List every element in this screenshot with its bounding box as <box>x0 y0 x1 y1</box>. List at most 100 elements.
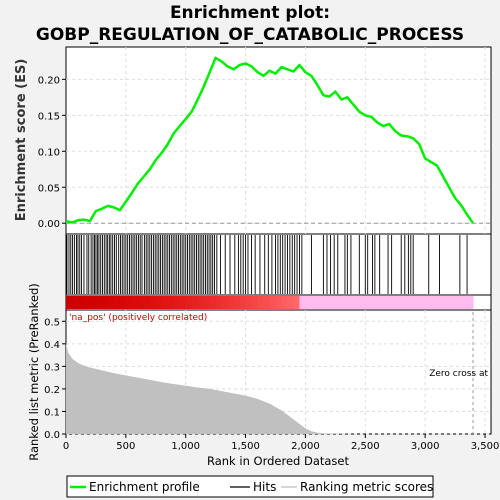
rank-band-segment <box>251 296 259 309</box>
rank-band-segment <box>431 296 438 309</box>
rank-band-segment <box>287 296 294 309</box>
rank-band-segment <box>257 296 265 309</box>
metric-tick-label: 0.3 <box>44 362 60 373</box>
rank-band-segment <box>185 296 193 309</box>
rank-band-segment <box>167 296 175 309</box>
rank-band-segment <box>323 296 330 309</box>
rank-band-segment <box>113 296 121 309</box>
rank-band-segment <box>419 296 426 309</box>
chart-title-line2: GOBP_REGULATION_OF_CATABOLIC_PROCESS <box>36 25 464 45</box>
rank-band-segment <box>365 296 372 309</box>
rank-band-segment <box>263 296 271 309</box>
rank-band-segment <box>71 296 79 309</box>
rank-band-segment <box>407 296 414 309</box>
rank-band-segment <box>233 296 241 309</box>
x-tick-label: 2,000 <box>291 441 320 452</box>
rank-band-segment <box>371 296 378 309</box>
metric-tick-label: 0.0 <box>44 430 60 441</box>
metric-tick-label: 0.1 <box>44 407 60 418</box>
rank-band-segment <box>95 296 103 309</box>
rank-band-segment <box>149 296 157 309</box>
x-tick-label: 0 <box>63 441 69 452</box>
rank-band-segment <box>137 296 145 309</box>
rank-band-segment <box>383 296 390 309</box>
rank-band-segment <box>269 296 277 309</box>
rank-band-segment <box>359 296 366 309</box>
rank-band-segment <box>347 296 354 309</box>
es-axis-ticks: 0.00 0.05 0.10 0.15 0.20 <box>38 75 66 230</box>
rank-band-segment <box>467 296 474 309</box>
rank-band-segment <box>227 296 235 309</box>
rank-band-segment <box>299 296 306 309</box>
rank-band-segment <box>413 296 420 309</box>
rank-band-segment <box>107 296 115 309</box>
positive-correlation-label: 'na_pos' (positively correlated) <box>69 313 207 323</box>
rank-band-segment <box>119 296 127 309</box>
x-tick-label: 3,500 <box>471 441 500 452</box>
rank-band-segment <box>179 296 187 309</box>
rank-band-segment <box>305 296 312 309</box>
rank-band-segment <box>221 296 229 309</box>
es-tick-label: 0.10 <box>38 147 60 158</box>
rank-band-segment <box>443 296 450 309</box>
rank-band-segment <box>425 296 432 309</box>
rank-band-segment <box>131 296 139 309</box>
rank-band-segment <box>341 296 348 309</box>
rank-band-segment <box>161 296 169 309</box>
rank-band-segment <box>449 296 456 309</box>
rank-band-segment <box>101 296 109 309</box>
rank-band-segment <box>143 296 151 309</box>
rank-band-segment <box>317 296 324 309</box>
rank-band-segment <box>191 296 199 309</box>
rank-band-segment <box>401 296 408 309</box>
x-axis-label: Rank in Ordered Dataset <box>207 454 350 468</box>
legend-metric-label: Ranking metric scores <box>300 480 433 494</box>
rank-band-segment <box>353 296 360 309</box>
rank-color-band <box>66 296 474 309</box>
rank-band-segment <box>437 296 444 309</box>
x-tick-label: 1,000 <box>171 441 200 452</box>
metric-tick-label: 0.5 <box>44 317 60 328</box>
x-tick-label: 1,500 <box>231 441 260 452</box>
rank-band-segment <box>89 296 97 309</box>
metric-axis-label: Ranked list metric (PreRanked) <box>27 283 41 461</box>
rank-band-segment <box>77 296 85 309</box>
rank-band-segment <box>173 296 181 309</box>
zero-cross-label: Zero cross at <box>429 369 488 379</box>
enrichment-profile-series <box>65 56 475 224</box>
metric-tick-label: 0.4 <box>44 340 60 351</box>
rank-band-segment <box>125 296 133 309</box>
rank-band-segment <box>281 296 288 309</box>
rank-band-segment <box>311 296 318 309</box>
rank-band-segment <box>377 296 384 309</box>
rank-band-segment <box>395 296 402 309</box>
rank-band-segment <box>293 296 300 309</box>
rank-band-segment <box>335 296 342 309</box>
rank-band-segment <box>245 296 253 309</box>
ranking-metric-fill <box>66 343 474 434</box>
rank-band-segment <box>197 296 205 309</box>
x-axis-ticks: 0 500 1,000 1,500 2,000 2,500 3,000 3,500 <box>63 434 500 452</box>
rank-band-segment <box>239 296 247 309</box>
metric-tick-label: 0.2 <box>44 385 60 396</box>
rank-band-segment <box>461 296 468 309</box>
legend-hits-label: Hits <box>253 480 276 494</box>
rank-band-segment <box>203 296 211 309</box>
es-tick-label: 0.20 <box>38 75 60 86</box>
chart-title-line1: Enrichment plot: <box>170 3 330 23</box>
legend: Enrichment profile Hits Ranking metric s… <box>66 475 434 498</box>
rank-band-segment <box>83 296 91 309</box>
metric-axis-ticks: 0.0 0.1 0.2 0.3 0.4 0.5 <box>44 317 66 441</box>
rank-band-segment <box>329 296 336 309</box>
x-tick-label: 2,500 <box>351 441 380 452</box>
rank-band-segment <box>155 296 163 309</box>
enrichment-profile-line <box>65 56 491 224</box>
rank-band-segment <box>275 296 282 309</box>
es-axis-label: Enrichment score (ES) <box>14 59 29 222</box>
legend-profile-label: Enrichment profile <box>89 480 200 494</box>
es-tick-label: 0.05 <box>38 183 60 194</box>
es-tick-label: 0.15 <box>38 111 60 122</box>
rank-band-segment <box>455 296 462 309</box>
es-panel <box>65 46 492 235</box>
